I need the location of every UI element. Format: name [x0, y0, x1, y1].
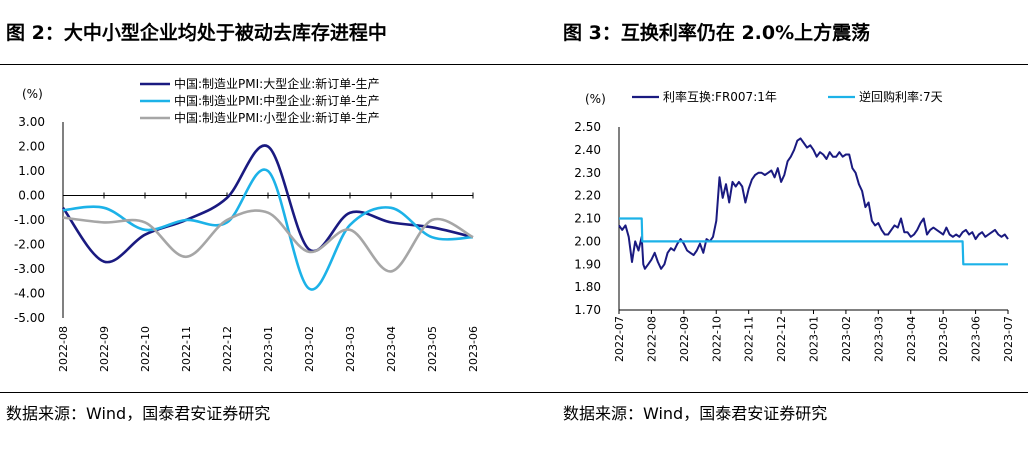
left-x-tick-label: 2022-08	[57, 326, 70, 372]
left-figure-title: 图 2：大中小型企业均处于被动去库存进程中	[6, 22, 387, 44]
left-x-tick-label: 2023-06	[467, 326, 480, 372]
left-y-tick-label: 1.00	[18, 164, 45, 178]
left-y-tick-label: -2.00	[14, 238, 45, 252]
left-series-line-2	[62, 168, 474, 291]
right-x-tick-label: 2023-01	[808, 316, 821, 362]
right-y-tick-label: 2.30	[574, 166, 601, 180]
left-legend-label-1: 中国:制造业PMI:大型企业:新订单-生产	[174, 76, 380, 91]
right-x-tick-label: 2022-07	[613, 316, 626, 362]
right-y-tick-label: 2.50	[574, 120, 601, 134]
right-y-tick-label: 1.80	[574, 280, 601, 294]
right-series-line-2	[619, 217, 1008, 266]
right-y-tick-label: 2.00	[574, 234, 601, 248]
left-y-tick-label: -1.00	[14, 213, 45, 227]
right-y-tick-label: 2.10	[574, 212, 601, 226]
right-x-tick-label: 2022-10	[710, 316, 723, 362]
bottom-divider	[0, 392, 1028, 393]
right-x-tick-label: 2023-06	[970, 316, 983, 362]
left-x-tick-label: 2023-02	[303, 326, 316, 372]
left-x-tick-label: 2023-04	[385, 326, 398, 372]
left-x-tick-label: 2023-01	[262, 326, 275, 372]
left-legend-label-2: 中国:制造业PMI:中型企业:新订单-生产	[174, 93, 380, 108]
left-x-tick-label: 2023-05	[426, 326, 439, 372]
right-x-tick-label: 2023-02	[840, 316, 853, 362]
left-series-line-1	[61, 144, 474, 264]
left-y-tick-label: -3.00	[14, 262, 45, 276]
right-x-tick-label: 2022-09	[678, 316, 691, 362]
right-series-line-1	[618, 137, 1009, 270]
left-y-tick-label: -4.00	[14, 287, 45, 301]
right-y-tick-label: 2.40	[574, 143, 601, 157]
right-legend-label-2: 逆回购利率:7天	[859, 89, 943, 104]
right-x-tick-label: 2023-04	[905, 316, 918, 362]
left-legend-label-3: 中国:制造业PMI:小型企业:新订单-生产	[174, 110, 380, 125]
right-x-tick-label: 2022-12	[775, 316, 788, 362]
left-x-tick-label: 2022-10	[139, 326, 152, 372]
right-x-tick-label: 2023-03	[872, 316, 885, 362]
left-y-tick-label: 3.00	[18, 115, 45, 129]
right-x-tick-label: 2022-11	[743, 316, 756, 362]
left-x-tick-label: 2023-03	[344, 326, 357, 372]
left-y-tick-label: 2.00	[18, 140, 45, 154]
top-divider	[0, 64, 1028, 65]
right-y-axis-label: (%)	[585, 92, 606, 106]
left-x-tick-label: 2022-12	[221, 326, 234, 372]
right-y-tick-label: 1.70	[574, 303, 601, 317]
right-source-note: 数据来源：Wind，国泰君安证券研究	[563, 404, 828, 423]
left-x-tick-label: 2022-11	[180, 326, 193, 372]
left-y-tick-label: 0.00	[18, 189, 45, 203]
right-y-tick-label: 1.90	[574, 257, 601, 271]
left-series-line-3	[62, 209, 474, 273]
right-y-tick-label: 2.20	[574, 189, 601, 203]
right-legend-label-1: 利率互换:FR007:1年	[663, 89, 777, 104]
left-x-tick-label: 2022-09	[98, 326, 111, 372]
left-y-axis-label: (%)	[22, 87, 43, 101]
right-x-tick-label: 2022-08	[645, 316, 658, 362]
left-source-note: 数据来源：Wind，国泰君安证券研究	[6, 404, 271, 423]
right-x-tick-label: 2023-05	[937, 316, 950, 362]
left-y-tick-label: -5.00	[14, 311, 45, 325]
right-figure-title: 图 3：互换利率仍在 2.0%上方震荡	[563, 22, 871, 44]
right-x-tick-label: 2023-07	[1002, 316, 1015, 362]
